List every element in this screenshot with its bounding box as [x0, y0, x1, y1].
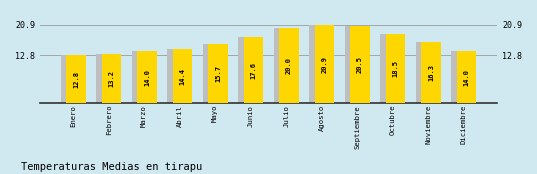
- Text: 16.3: 16.3: [428, 64, 434, 81]
- Bar: [132, 51, 151, 103]
- Bar: [309, 25, 329, 103]
- Text: 12.8: 12.8: [73, 71, 79, 88]
- Bar: [386, 34, 405, 103]
- Bar: [102, 54, 121, 103]
- Text: 14.0: 14.0: [463, 69, 469, 86]
- Bar: [416, 42, 435, 103]
- Bar: [137, 51, 157, 103]
- Bar: [202, 44, 222, 103]
- Text: 20.5: 20.5: [357, 56, 363, 73]
- Bar: [173, 49, 192, 103]
- Bar: [208, 44, 228, 103]
- Bar: [274, 28, 293, 103]
- Text: 17.6: 17.6: [251, 62, 257, 79]
- Text: 18.5: 18.5: [393, 60, 398, 77]
- Bar: [61, 55, 80, 103]
- Text: 15.7: 15.7: [215, 65, 221, 82]
- Bar: [238, 37, 258, 103]
- Text: 20.0: 20.0: [286, 57, 292, 74]
- Bar: [244, 37, 263, 103]
- Bar: [380, 34, 400, 103]
- Text: 14.0: 14.0: [144, 69, 150, 86]
- Bar: [279, 28, 299, 103]
- Bar: [350, 26, 370, 103]
- Text: 13.2: 13.2: [108, 70, 114, 87]
- Bar: [315, 25, 335, 103]
- Bar: [345, 26, 364, 103]
- Text: 14.4: 14.4: [179, 68, 186, 85]
- Bar: [451, 51, 470, 103]
- Bar: [422, 42, 441, 103]
- Bar: [167, 49, 187, 103]
- Bar: [67, 55, 86, 103]
- Text: 20.9: 20.9: [322, 56, 328, 73]
- Bar: [457, 51, 476, 103]
- Bar: [96, 54, 115, 103]
- Text: Temperaturas Medias en tirapu: Temperaturas Medias en tirapu: [21, 162, 203, 172]
